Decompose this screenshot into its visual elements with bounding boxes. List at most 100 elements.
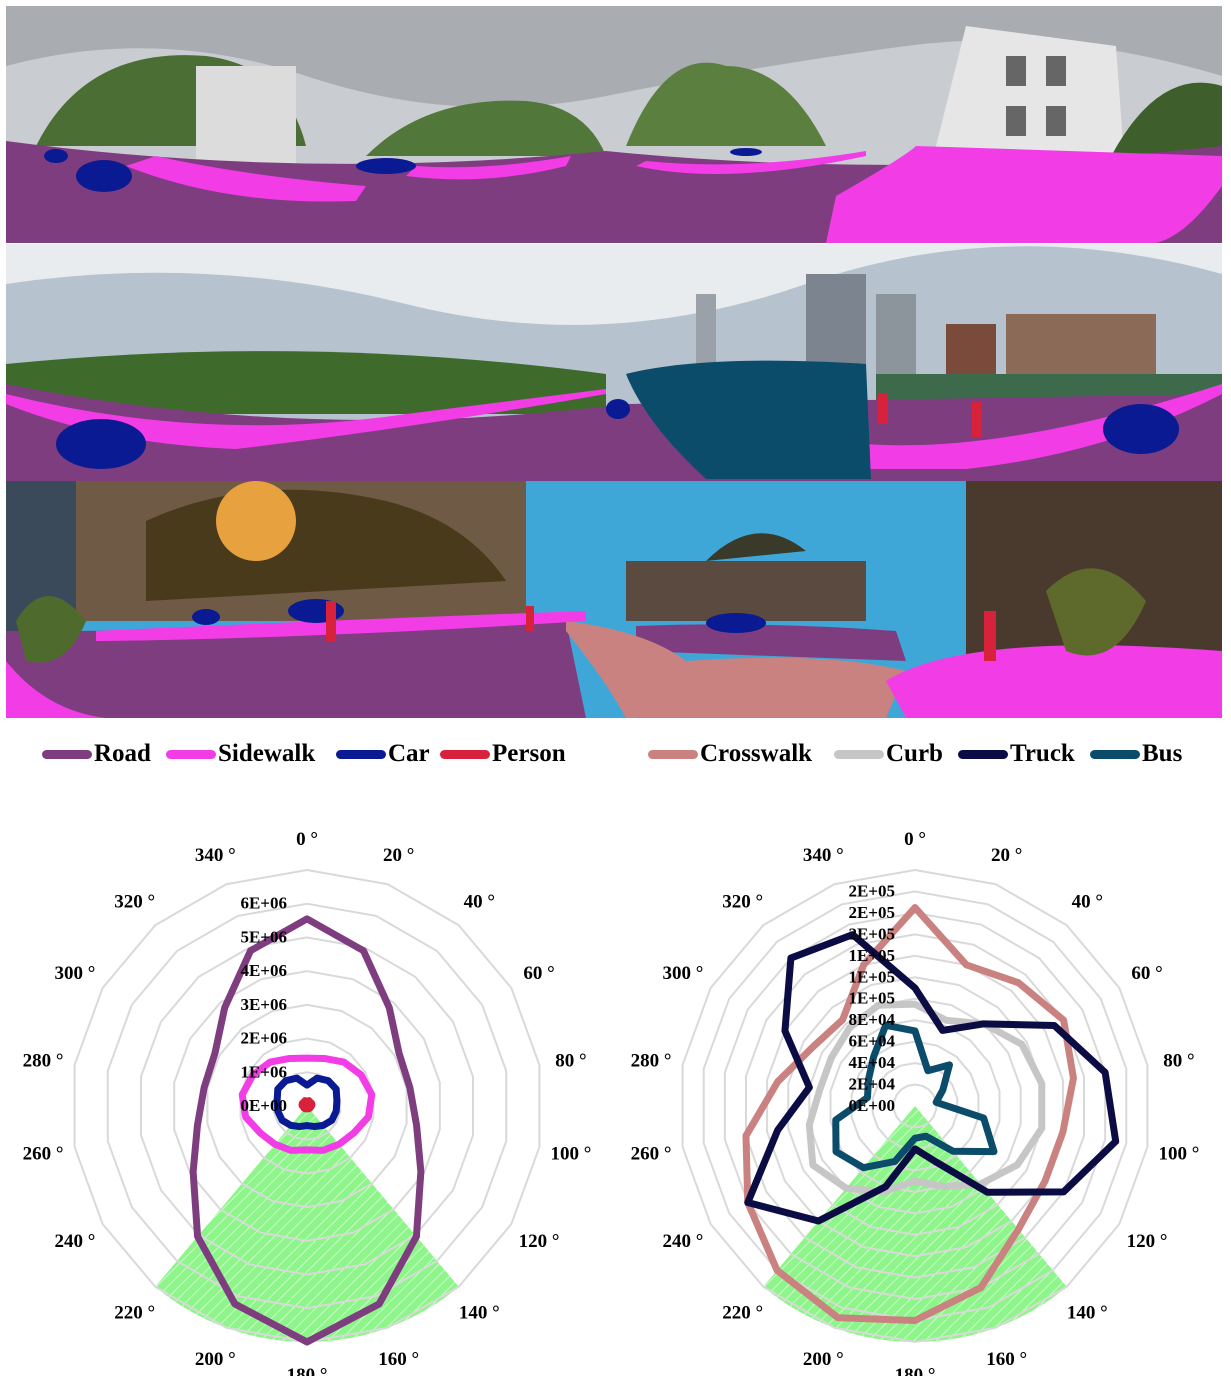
angle-label: 80 ° [555,1050,586,1071]
grid-ring [173,970,441,1242]
legend-label-truck: Truck [1010,740,1075,767]
angle-label: 200 ° [803,1349,844,1370]
grid-ring [787,976,1043,1236]
angle-label: 60 ° [1131,963,1162,984]
panorama-2-graphic [6,244,1222,481]
radial-tick-label: 1E+06 [240,1062,287,1081]
grid-ring [892,1083,938,1129]
legend-label-person: Person [492,740,566,767]
radial-tick-label: 0E+00 [848,1096,895,1115]
grid-ring [239,1037,375,1175]
angle-label: 260 ° [631,1144,672,1165]
angle-label: 340 ° [195,845,236,866]
legend-item-sidewalk: Sidewalk [166,732,315,776]
legend-swatch-car [336,749,386,759]
angle-label: 140 ° [459,1302,500,1323]
angle-label: 320 ° [722,892,763,913]
panorama-1-graphic [6,6,1222,243]
series-line-truck [744,931,1120,1225]
radial-tick-label: 5E+06 [240,927,287,946]
radial-tick-label: 1E+05 [848,989,895,1008]
radial-tick-label: 4E+06 [240,961,287,980]
radial-tick-label: 3E+06 [240,995,287,1014]
angle-label: 80 ° [1163,1050,1194,1071]
grid-ring [808,997,1022,1215]
radar-right-svg: 0E+00 2E+04 4E+04 6E+04 8E+04 1E+05 1E+05 1E+05… [631,829,1200,1381]
radial-tick-label: 6E+06 [240,894,287,913]
grid-ring [106,902,508,1310]
panorama-2 [6,244,1222,481]
legend-label-curb: Curb [886,740,943,767]
legend-swatch-crosswalk [648,749,698,759]
panorama-3 [6,481,1222,718]
legend-label-bus: Bus [1142,740,1183,767]
highlight-sector [763,1106,1067,1342]
series-line-person [298,1097,316,1113]
legend-item-truck: Truck [958,732,1075,776]
angle-label: 0 ° [296,829,318,850]
grid-ring [139,936,475,1276]
angle-label: 260 ° [23,1144,64,1165]
series-line-car [273,1074,341,1131]
angle-label: 140 ° [1067,1302,1108,1323]
radial-tick-label: 1E+05 [848,946,895,965]
radial-tick-label: 4E+04 [848,1053,895,1072]
radial-tick-label: 2E+05 [848,903,895,922]
legend-item-car: Car [336,732,430,776]
angle-label: 280 ° [23,1050,64,1071]
legend-item-road: Road [42,732,151,776]
angle-label: 300 ° [54,963,95,984]
angle-label: 20 ° [383,845,414,866]
angle-label: 160 ° [378,1349,419,1370]
series-line-sidewalk [238,1054,376,1154]
radial-tick-label: 2E+06 [240,1029,287,1048]
angle-label: 220 ° [722,1302,763,1323]
radar-left-svg: 0E+00 1E+06 2E+06 3E+06 4E+06 5E+06 6E+06 0 ° 20… [23,829,592,1381]
legend-swatch-sidewalk [166,749,216,759]
legend-swatch-bus [1090,749,1140,759]
grid-ring [829,1019,1001,1193]
angle-label: 320 ° [114,892,155,913]
angle-label: 20 ° [991,845,1022,866]
angle-label: 100 ° [1158,1144,1199,1165]
angle-label: 180 ° [287,1365,328,1376]
series-line-curb [805,1000,1046,1196]
series-line-road [189,915,425,1346]
angle-label: 280 ° [631,1050,672,1071]
legend-swatch-road [42,749,92,759]
series-line-bus [832,1021,998,1172]
angle-label: 120 ° [519,1231,560,1252]
legend-label-sidewalk: Sidewalk [218,740,316,767]
angle-label: 240 ° [54,1231,95,1252]
angle-label: 160 ° [986,1349,1027,1370]
grid-ring [723,911,1107,1301]
panorama-1 [6,6,1222,243]
angle-label: 220 ° [114,1302,155,1323]
highlight-sector [155,1106,459,1342]
legend-label-crosswalk: Crosswalk [700,740,813,767]
legend-item-crosswalk: Crosswalk [648,732,812,776]
angle-label: 60 ° [523,963,554,984]
radial-tick-label: 6E+04 [848,1032,895,1051]
angle-label: 300 ° [662,963,703,984]
legend-item-person: Person [440,732,566,776]
legend-label-car: Car [388,740,430,767]
angle-label: 0 ° [904,829,926,850]
series-line-crosswalk [742,904,1077,1325]
radar-chart-right: 0E+00 2E+04 4E+04 6E+04 8E+04 1E+05 1E+05 1E+05… [608,820,1223,1381]
grid-ring [850,1040,980,1172]
angle-label: 200 ° [195,1349,236,1370]
angle-label: 40 ° [464,892,495,913]
angle-label: 40 ° [1072,892,1103,913]
grid-ring [681,868,1149,1344]
radial-tick-label: 8E+04 [848,1010,895,1029]
angle-label: 120 ° [1127,1231,1168,1252]
legend-item-curb: Curb [834,732,943,776]
legend-swatch-truck [958,749,1008,759]
grid-ring [206,1003,408,1209]
radial-tick-label: 0E+00 [240,1096,287,1115]
legend-swatch-person [440,749,490,759]
angle-label: 100 ° [550,1144,591,1165]
angle-label: 240 ° [662,1231,703,1252]
radar-chart-left: 0E+00 1E+06 2E+06 3E+06 4E+06 5E+06 6E+06 0 ° 20… [0,820,615,1381]
